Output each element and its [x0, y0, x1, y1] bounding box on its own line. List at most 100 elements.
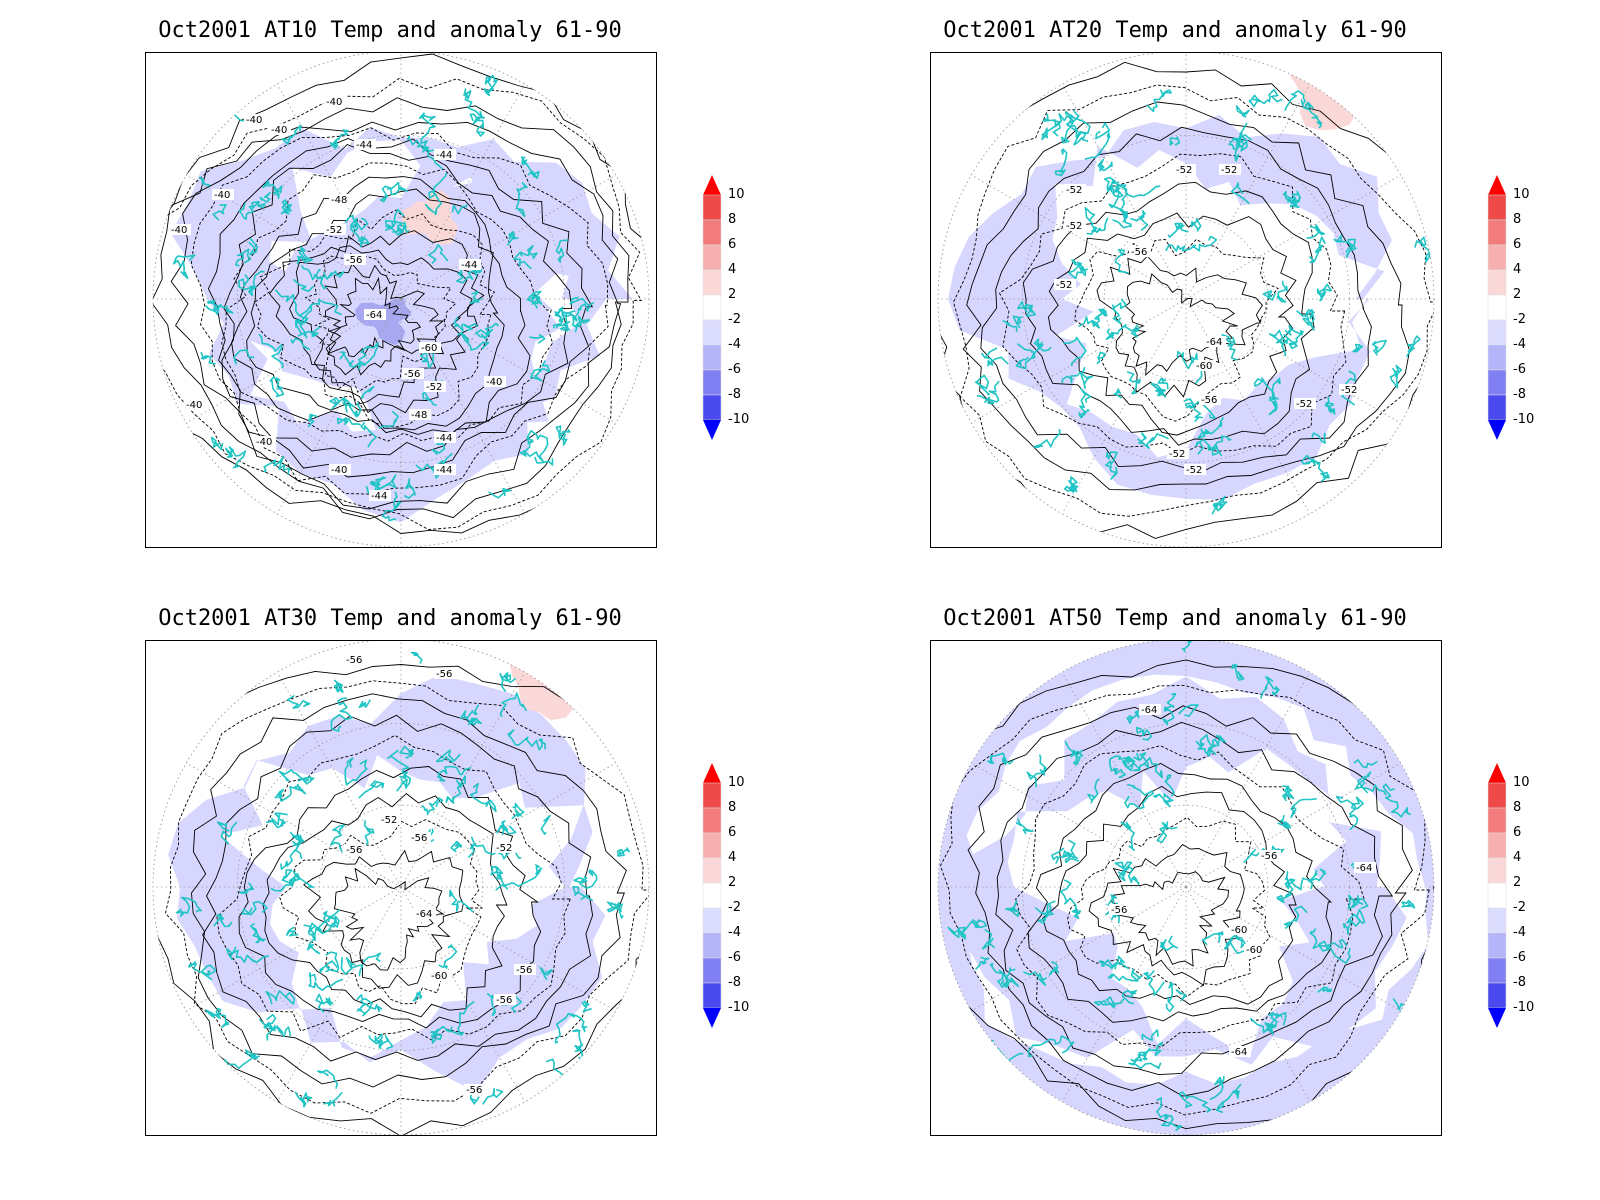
contour-label: -40 — [246, 115, 262, 126]
contour-line — [998, 153, 1347, 456]
contour-label-bg — [424, 381, 446, 392]
contour-label-bg — [324, 96, 346, 107]
contour-label-bg — [1184, 464, 1206, 475]
contour-label-bg — [514, 964, 536, 975]
colorbar-segment — [1487, 982, 1507, 1009]
colorbar-tick-label: 4 — [728, 262, 737, 277]
contour-label-bg — [344, 254, 366, 265]
contour-label: -60 — [421, 343, 437, 354]
colorbar-tick-label: 8 — [1513, 800, 1522, 815]
contour-label-bg — [1229, 1046, 1251, 1057]
contour-label: -52 — [1186, 465, 1202, 476]
panel-title: Oct2001 AT10 Temp and anomaly 61-90 — [158, 18, 622, 43]
colorbar-segment — [702, 807, 722, 834]
colorbar-segment — [702, 782, 722, 809]
contour-label: -56 — [496, 995, 512, 1006]
contour-line — [190, 127, 609, 495]
colorbar-tick-label: -4 — [728, 337, 741, 352]
colorbar-segment — [702, 982, 722, 1009]
colorbar-segment — [702, 269, 722, 296]
contour-label: -44 — [436, 150, 452, 161]
contour-line — [231, 176, 531, 435]
colorbar-tick-label: -10 — [728, 412, 750, 427]
colorbar-tick-label: -8 — [1513, 387, 1526, 402]
contour-label: -56 — [346, 655, 362, 666]
map-svg: -40 -40 -40 -40 -40 -44 -44 -44 -48 -52 -56 -64 -60 -… — [152, 53, 650, 547]
contour-line — [1074, 238, 1279, 422]
contour-label: -56 — [516, 965, 532, 976]
colorbar-tick-label: -2 — [728, 312, 741, 327]
contour-label: -52 — [1341, 385, 1357, 396]
contour-label: -40 — [326, 97, 342, 108]
contour-line — [1015, 745, 1365, 1048]
contour-label-bg — [1139, 704, 1161, 715]
contour-label-bg — [464, 1084, 486, 1095]
contour-label: -52 — [381, 815, 397, 826]
colorbar-min-arrow — [1488, 420, 1506, 440]
colorbar-min-arrow — [703, 420, 721, 440]
contour-label-bg — [1294, 398, 1316, 409]
colorbar-tick-label: 6 — [1513, 237, 1522, 252]
colorbar-segment — [1487, 907, 1507, 934]
contour-label: -40 — [271, 125, 287, 136]
colorbar-segment — [1487, 857, 1507, 884]
colorbar-segment — [702, 194, 722, 221]
contour-label: -52 — [1066, 185, 1082, 196]
contour-label-bg — [329, 464, 351, 475]
colorbar-tick-label: -8 — [1513, 975, 1526, 990]
temperature-contours — [153, 664, 649, 1135]
coastlines — [974, 88, 1434, 515]
contour-line — [1027, 763, 1333, 1023]
map-svg: -52-52-52-52-56-52-64-60-56 -52-52-52-52 — [937, 53, 1435, 547]
contour-label: -60 — [1246, 945, 1262, 956]
contour-label: -44 — [371, 491, 387, 502]
contour-label: -56 — [1111, 905, 1127, 916]
contour-label: -40 — [256, 437, 272, 448]
panel-title: Oct2001 AT50 Temp and anomaly 61-90 — [943, 606, 1407, 631]
polar-map: -40 -40 -40 -40 -40 -44 -44 -44 -48 -52 -56 -64 -60 -… — [145, 52, 657, 548]
colorbar-tick-label: -6 — [728, 362, 741, 377]
colorbar-max-arrow — [703, 763, 721, 783]
map-svg: -64 -56 -56 -60 -60 -64 -64 — [937, 641, 1435, 1135]
contour-label: -48 — [411, 410, 427, 421]
colorbar-tick-label: -10 — [1513, 412, 1535, 427]
contour-line — [216, 734, 571, 1041]
contour-label: -52 — [1221, 165, 1237, 176]
colorbar-tick-label: -4 — [1513, 337, 1526, 352]
contour-line — [939, 684, 1430, 1116]
coastlines — [172, 74, 595, 522]
contour-label-bg — [434, 149, 456, 160]
contour-label: -56 — [1201, 395, 1217, 406]
colorbar-svg — [1487, 763, 1507, 1028]
contour-label: -64 — [366, 310, 382, 321]
contour-label: -60 — [431, 971, 447, 982]
contour-label: -44 — [436, 465, 452, 476]
contour-label-bg — [1259, 850, 1281, 861]
warm-anomaly-region — [1290, 53, 1390, 131]
colorbar-tick-label: 10 — [728, 775, 745, 790]
contour-line — [324, 263, 445, 376]
contour-line — [938, 61, 1434, 539]
contour-label-bg — [244, 114, 266, 125]
contour-label-bg — [434, 464, 456, 475]
colorbar-svg — [1487, 175, 1507, 440]
contour-line — [1042, 785, 1297, 1006]
contour-label-bg — [434, 668, 456, 679]
contour-label-bg — [409, 832, 431, 843]
colorbar-tick-label: 10 — [1513, 187, 1530, 202]
contour-label: -56 — [466, 1085, 482, 1096]
contour-line — [262, 793, 508, 1018]
contour-label: -52 — [1176, 165, 1192, 176]
colorbar-segment — [702, 294, 722, 321]
contour-label: -40 — [486, 377, 502, 388]
colorbar-tick-label: 8 — [728, 212, 737, 227]
contour-label-bg — [344, 844, 366, 855]
map-disk — [938, 641, 1434, 1135]
panel-title: Oct2001 AT20 Temp and anomaly 61-90 — [943, 18, 1407, 43]
contour-line — [153, 97, 630, 520]
contour-line — [221, 144, 573, 458]
contour-label-bg — [344, 654, 366, 665]
contour-label-bg — [1064, 220, 1086, 231]
contour-label-bg — [1129, 246, 1151, 257]
colorbar-segment — [1487, 782, 1507, 809]
